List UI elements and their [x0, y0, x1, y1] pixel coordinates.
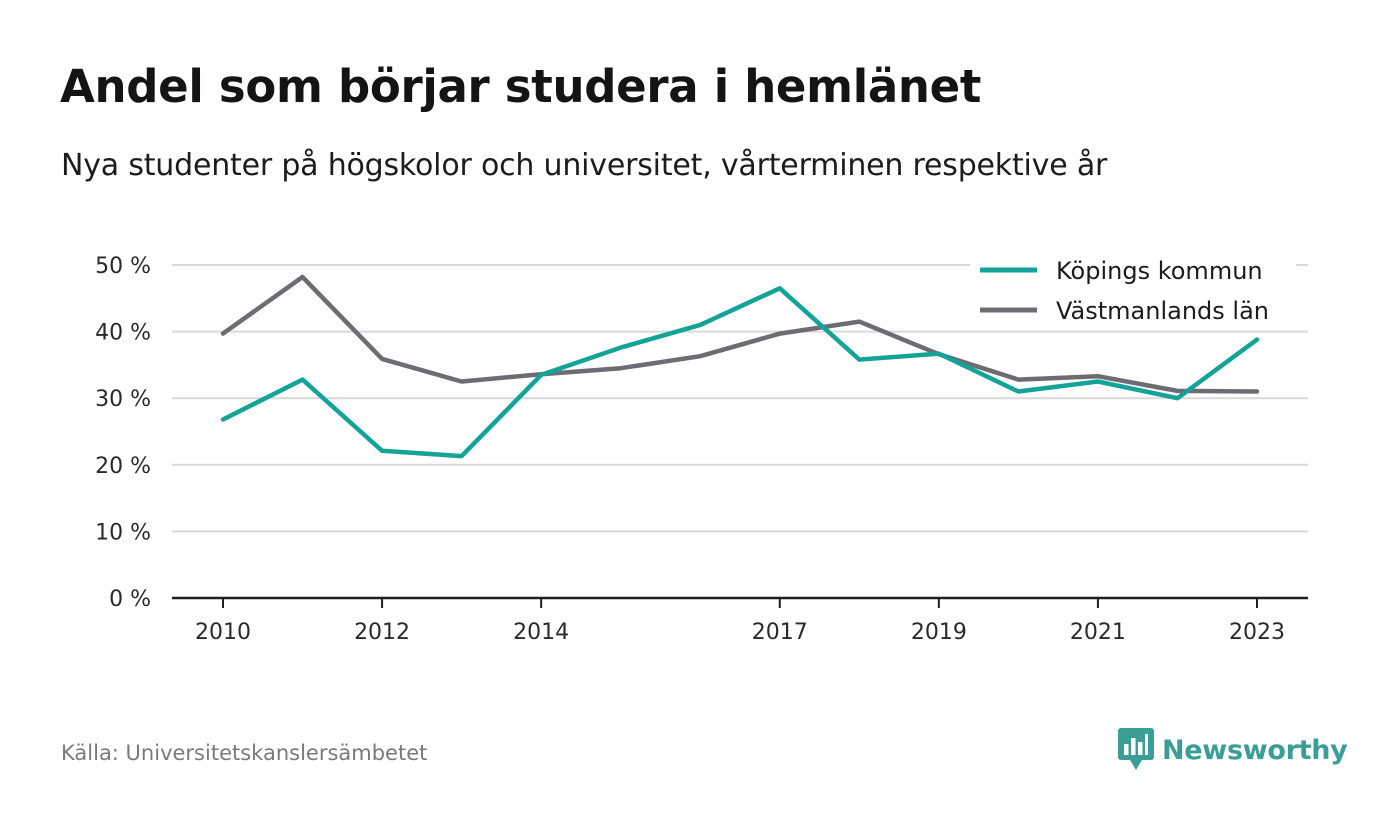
series-lines [220, 274, 1260, 459]
series-line-kopings-kommun [220, 286, 1260, 459]
series-line-vastmanlands-lan [220, 274, 1260, 394]
y-tick-label: 30 % [95, 387, 151, 412]
x-tick-label: 2012 [354, 620, 410, 645]
x-tick-label: 2017 [752, 620, 808, 645]
x-tick-label: 2014 [513, 620, 569, 645]
newsworthy-logo-icon [1118, 728, 1154, 770]
legend: Köpings kommun Västmanlands län [970, 250, 1296, 330]
chart-title: Andel som börjar studera i hemlänet [60, 60, 982, 113]
x-tick-label: 2010 [195, 620, 251, 645]
y-tick-label: 20 % [95, 454, 151, 479]
x-tick-label: 2019 [911, 620, 967, 645]
line-chart: 0 % 10 % 20 % 30 % 40 % 50 % 2010 2012 2014 2017 2… [95, 250, 1308, 645]
y-tick-label: 0 % [109, 587, 151, 612]
chart-subtitle: Nya studenter på högskolor och universit… [61, 148, 1108, 183]
x-tick-label: 2023 [1229, 620, 1285, 645]
legend-label: Köpings kommun [1056, 257, 1263, 285]
y-tick-label: 40 % [95, 321, 151, 346]
brand-logo[interactable]: Newsworthy [1118, 728, 1348, 772]
source-note: Källa: Universitetskanslersämbetet [61, 741, 428, 765]
axes: 0 % 10 % 20 % 30 % 40 % 50 % 2010 2012 2014 2017 2… [95, 254, 1308, 645]
x-tick-label: 2021 [1070, 620, 1126, 645]
y-tick-label: 50 % [95, 254, 151, 279]
y-tick-label: 10 % [95, 520, 151, 545]
brand-name: Newsworthy [1162, 734, 1348, 766]
legend-background [970, 250, 1296, 330]
legend-label: Västmanlands län [1056, 297, 1269, 325]
